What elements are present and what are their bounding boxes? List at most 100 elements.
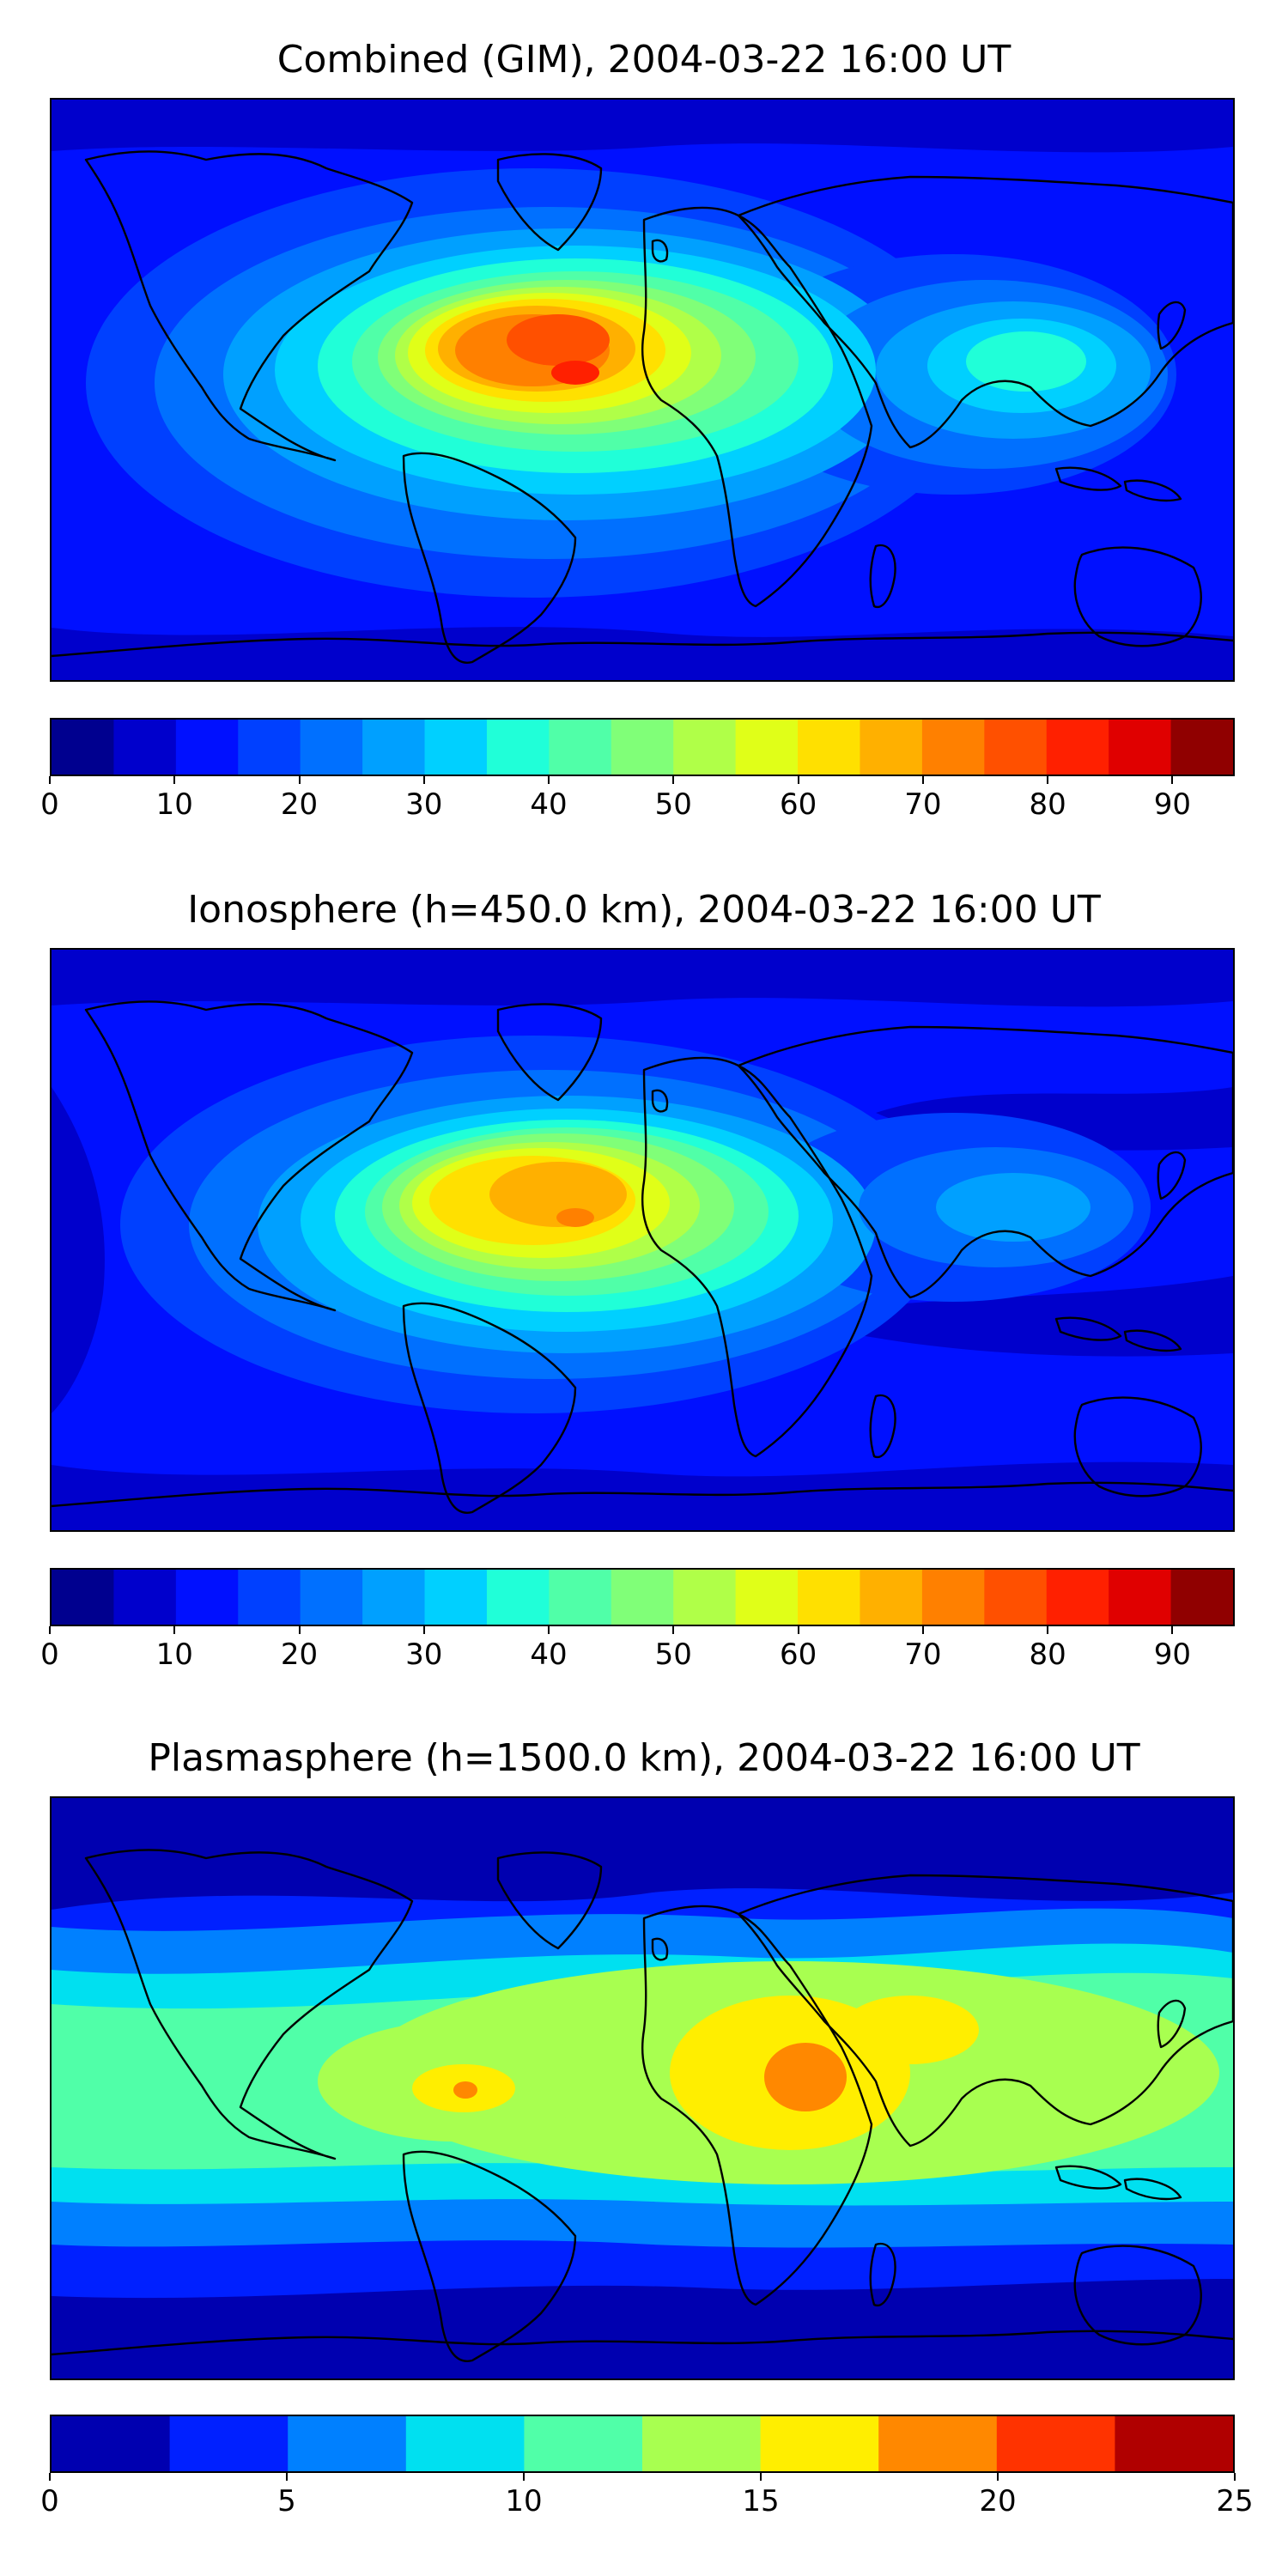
colorbar-swatch [300,720,363,775]
colorbar-swatch [673,720,737,775]
colorbar-tick-mark [921,1626,924,1634]
contour-map-svg [52,950,1233,1530]
coastline [1073,2245,1202,2346]
colorbar-tick-label: 0 [40,1637,59,1672]
colorbar-tick-mark [298,776,301,784]
colorbar-tick-label: 30 [405,1637,443,1672]
colorbar-tick-label: 50 [654,787,692,822]
colorbar [50,718,1235,776]
colorbar-tick-mark [173,776,176,784]
colorbar-swatch [878,2416,998,2471]
coastline [496,153,603,252]
contour-band [841,1996,979,2064]
colorbar-swatch [424,1570,488,1625]
contour-band [764,2043,847,2111]
coastline [1123,1329,1182,1352]
colorbar-swatch [860,720,923,775]
colorbar-swatch [52,720,115,775]
colorbar-tick-mark [1171,1626,1174,1634]
contour-band [52,1461,1233,1530]
coastline [52,1481,1233,1508]
colorbar-swatch [362,720,426,775]
colorbar-tick-label: 20 [280,787,319,822]
coastline [651,1937,669,1961]
coastline [737,175,1233,449]
colorbar-tick-label: 0 [40,787,59,822]
colorbar-swatch [611,1570,674,1625]
colorbar-tick-mark [523,2473,525,2481]
colorbar [50,2415,1235,2473]
colorbar-svg [52,1570,1233,1625]
colorbar-tick-mark [49,2473,51,2481]
contour-band [966,331,1086,392]
colorbar-swatch [1046,1570,1109,1625]
colorbar-swatch [175,720,239,775]
colorbar-tick-mark [49,776,51,784]
colorbar-swatch [169,2416,289,2471]
colorbar-swatch [642,2416,762,2471]
colorbar-swatch [1109,1570,1172,1625]
colorbar-tick-mark [286,2473,288,2481]
colorbar-swatch [524,2416,643,2471]
coastline [84,150,414,462]
contour-band [52,1087,105,1413]
coastline [84,1849,414,2160]
colorbar-tick-mark [760,2473,762,2481]
coastline [1054,1316,1122,1341]
colorbar-swatch [238,1570,301,1625]
coastline [1073,546,1202,647]
colorbar-swatch [1109,720,1172,775]
contour-band [453,2081,477,2099]
colorbar-swatch [798,720,861,775]
colorbar-svg [52,2416,1233,2471]
colorbar-tick-label: 70 [904,787,942,822]
contour-band [489,1162,627,1227]
colorbar-tick-label: 80 [1029,787,1066,822]
colorbar-tick-label: 40 [530,787,568,822]
colorbar-swatch [52,2416,171,2471]
coastline [737,1025,1233,1299]
colorbar-tick-label: 10 [155,1637,193,1672]
colorbar-swatch [486,1570,550,1625]
colorbar-tick-label: 80 [1029,1637,1066,1672]
coastline [1073,1396,1202,1498]
colorbar-ticks: 0 5 10 15 20 25 [40,2473,1254,2518]
coastline [52,2330,1233,2356]
colorbar-tick-label: 60 [779,1637,817,1672]
coastline [1123,2178,1182,2201]
colorbar-swatch [996,2416,1115,2471]
coastline [641,206,873,608]
colorbar-tick-mark [173,1626,176,1634]
coastline [651,1089,669,1113]
colorbar-swatch [798,1570,861,1625]
colorbar-tick-label: 30 [405,787,443,822]
colorbar-swatch [300,1570,363,1625]
colorbar-tick-label: 20 [280,1637,319,1672]
coastline [402,1302,577,1514]
colorbar-tick-label: 15 [742,2484,780,2518]
colorbar-tick-label: 25 [1216,2484,1254,2518]
colorbar-tick-mark [49,1626,51,1634]
colorbar-swatch [113,720,177,775]
contour-band [936,1173,1091,1242]
coastline [52,631,1233,658]
coastline [869,2242,896,2307]
colorbar-swatch [238,720,301,775]
colorbar-swatch [549,1570,612,1625]
contour-map-svg [52,1798,1233,2379]
coastline [737,1874,1233,2148]
contour-map-svg [52,100,1233,680]
coastline [1157,1999,1187,2049]
colorbar-tick-mark [548,1626,550,1634]
coastline [641,1905,873,2306]
contour-band [52,627,1233,680]
colorbar-tick-label: 90 [1153,1637,1191,1672]
colorbar-swatch [921,1570,985,1625]
coastline [1054,466,1122,491]
chart-title: Ionosphere (h=450.0 km), 2004-03-22 16:0… [187,888,1101,932]
colorbar-swatch [673,1570,737,1625]
colorbar-swatch [549,720,612,775]
coastline [496,1851,603,1950]
coastline [1123,479,1182,502]
colorbar-swatch [1115,2416,1233,2471]
